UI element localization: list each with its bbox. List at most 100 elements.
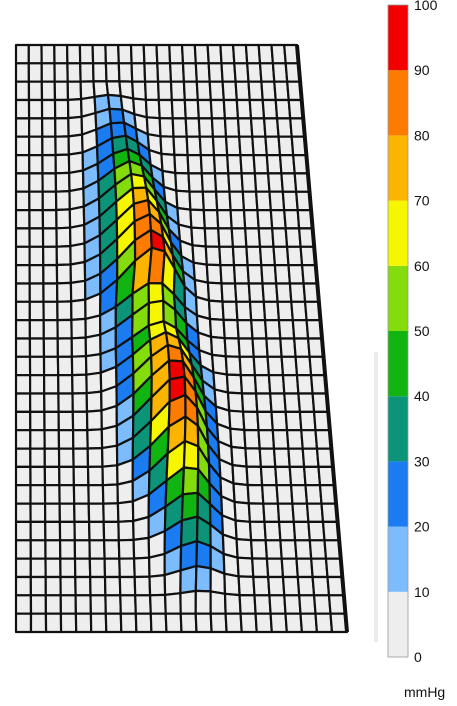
surface-cell	[208, 317, 226, 340]
surface-cell	[14, 392, 32, 413]
surface-cell	[246, 483, 265, 505]
surface-cell	[262, 300, 280, 322]
surface-cell	[201, 190, 219, 212]
surface-cell	[43, 392, 60, 413]
surface-cell	[172, 135, 189, 157]
surface-cell	[14, 410, 32, 432]
surface-frame-edge	[295, 44, 349, 633]
surface-cell	[70, 298, 87, 321]
surface-cell	[274, 465, 293, 487]
surface-cell	[29, 374, 46, 395]
surface-cell	[29, 465, 47, 487]
surface-cell	[206, 281, 224, 303]
surface-cell	[294, 539, 313, 560]
surface-cell	[222, 318, 240, 340]
surface-cell	[148, 573, 167, 597]
surface-cell	[40, 43, 56, 65]
surface-cell	[276, 502, 295, 524]
surface-cell	[89, 594, 107, 615]
surface-cell	[265, 557, 285, 579]
surface-cell	[66, 97, 83, 120]
surface-cell	[304, 484, 323, 505]
surface-cell	[210, 117, 228, 138]
surface-cell	[251, 557, 270, 579]
surface-cell	[40, 62, 56, 83]
surface-cell	[28, 300, 45, 322]
surface-cell	[133, 556, 151, 579]
surface-cell	[14, 80, 31, 102]
surface-cell	[144, 98, 161, 120]
surface-cell	[223, 337, 241, 358]
surface-cell	[156, 62, 173, 83]
surface-cell	[230, 445, 248, 468]
surface-cell	[134, 594, 152, 615]
surface-cell	[41, 172, 58, 193]
surface-mesh	[14, 43, 349, 634]
surface-cell	[247, 502, 266, 524]
surface-cell	[133, 575, 152, 597]
surface-cell	[184, 117, 201, 138]
surface-cell	[219, 264, 237, 285]
surface-cell	[250, 539, 268, 560]
surface-cell	[223, 117, 241, 138]
surface-cell	[59, 557, 77, 579]
surface-cell	[14, 135, 31, 157]
surface-cell	[14, 245, 31, 267]
surface-cell	[56, 318, 73, 340]
surface-cell	[116, 479, 134, 505]
surface-cell	[255, 392, 273, 413]
surface-cell	[183, 98, 200, 120]
surface-cell	[87, 520, 106, 542]
surface-cell	[257, 227, 275, 248]
surface-cell	[14, 520, 32, 542]
surface-cell	[194, 612, 213, 634]
surface-cell	[73, 520, 91, 542]
surface-cell	[102, 502, 120, 524]
surface-cell	[259, 465, 278, 487]
surface-cell	[73, 502, 91, 524]
surface-cell	[28, 172, 44, 193]
surface-cell	[245, 245, 263, 267]
surface-cell	[58, 520, 76, 542]
surface-cell	[157, 98, 174, 120]
surface-cell	[287, 447, 306, 468]
surface-cell	[253, 374, 272, 395]
surface-cell	[266, 355, 285, 377]
surface-cell	[40, 98, 57, 120]
surface-cell	[203, 227, 221, 248]
surface-cell	[56, 355, 74, 377]
surface-cell	[247, 282, 265, 303]
surface-cell	[235, 537, 254, 560]
surface-cell	[54, 135, 71, 157]
surface-cell	[74, 612, 93, 634]
surface-cell	[169, 62, 185, 83]
surface-cell	[189, 208, 206, 230]
surface-cell	[14, 264, 31, 285]
surface-cell	[164, 612, 183, 634]
surface-cell	[86, 465, 105, 487]
surface-cell	[44, 557, 62, 579]
surface-cell	[57, 374, 74, 395]
surface-cell	[305, 502, 325, 524]
surface-cell	[59, 594, 78, 615]
colorbar-tick-label: 60	[414, 258, 430, 274]
surface-cell	[44, 520, 62, 542]
surface-cell	[238, 593, 257, 615]
surface-cell	[197, 117, 214, 138]
surface-cell	[53, 43, 69, 65]
surface-cell	[236, 319, 254, 340]
surface-cell	[204, 245, 222, 267]
surface-cell	[79, 62, 95, 83]
surface-cell	[244, 227, 262, 248]
surface-cell	[101, 464, 119, 487]
surface-cell	[43, 429, 61, 450]
surface-cell	[53, 62, 69, 83]
colorbar-tick-label: 70	[414, 193, 430, 209]
surface-cell	[198, 135, 216, 157]
surface-cell	[66, 80, 83, 102]
surface-cell	[258, 447, 277, 468]
surface-cell	[296, 575, 316, 597]
surface-cell	[28, 245, 45, 267]
surface-cell	[14, 539, 32, 560]
surface-cell	[42, 374, 60, 395]
